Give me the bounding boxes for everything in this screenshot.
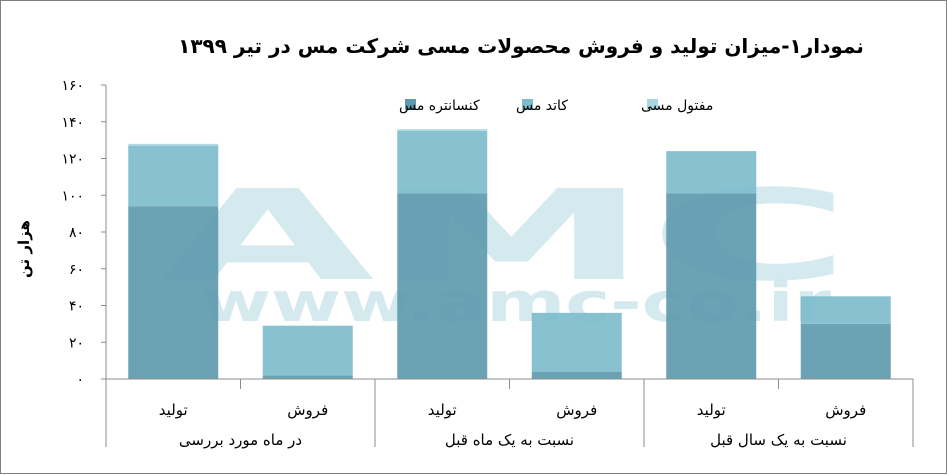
- x-tick-label: تولید: [697, 401, 726, 419]
- bar-2-series-0: [397, 193, 488, 379]
- x-group-label: نسبت به یک سال قبل: [710, 431, 847, 449]
- bar-4-series-0: [666, 193, 757, 379]
- legend-swatch: [405, 99, 416, 110]
- y-tick-label: ۴۰: [69, 299, 84, 315]
- y-tick-label: ۲۰: [69, 335, 84, 351]
- y-tick-label: ۶۰: [69, 262, 84, 278]
- x-tick-label: فروش: [287, 401, 328, 419]
- bar-5-series-0: [800, 323, 891, 379]
- bar-2-series-1: [397, 130, 488, 194]
- bar-0-series-1: [128, 145, 219, 207]
- y-tick-label: ۰: [76, 372, 84, 388]
- y-tick-label: ۱۰۰: [61, 188, 84, 204]
- legend-label: مفتول مسی: [641, 98, 713, 114]
- bar-1-series-1: [262, 325, 353, 376]
- x-tick-label: فروش: [825, 401, 866, 419]
- chart-title: نمودار۱-میزان تولید و فروش محصولات مسی ش…: [178, 34, 864, 58]
- axes-layer: تولید فروش تولید فروش تولید فروش ۰ ۲۰ ۴۰ ۶۰ ۸۰ ۱۰۰ ۱…: [61, 78, 914, 449]
- x-tick-label: فروش: [556, 401, 597, 419]
- y-tick-label: ۱۴۰: [61, 115, 84, 131]
- y-axis-label: هزار تن: [15, 220, 33, 278]
- bar-2-series-2: [397, 129, 488, 131]
- x-tick-label: تولید: [159, 401, 188, 419]
- x-group-label: نسبت به یک ماه قبل: [445, 431, 574, 449]
- x-group-label: در ماه مورد بررسی: [179, 431, 302, 449]
- x-tick-label: تولید: [428, 401, 457, 419]
- bar-0-series-0: [128, 206, 219, 379]
- bar-5-series-1: [800, 296, 891, 324]
- bars-layer: [128, 129, 891, 379]
- legend-swatch: [647, 99, 658, 110]
- y-tick-label: ۱۲۰: [61, 152, 84, 168]
- bar-3-series-1: [531, 312, 622, 372]
- legend: کنسانتره مس کاتد مس مفتول مسی: [399, 98, 713, 114]
- legend-swatch: [522, 99, 533, 110]
- bar-0-series-2: [128, 143, 219, 146]
- bar-3-series-0: [531, 371, 622, 379]
- bar-4-series-1: [666, 151, 757, 194]
- bar-1-series-0: [262, 375, 353, 379]
- y-tick-label: ۸۰: [69, 225, 84, 241]
- y-tick-label: ۱۶۰: [61, 78, 84, 94]
- legend-label: کنسانتره مس: [399, 98, 480, 114]
- legend-label: کاتد مس: [516, 98, 568, 114]
